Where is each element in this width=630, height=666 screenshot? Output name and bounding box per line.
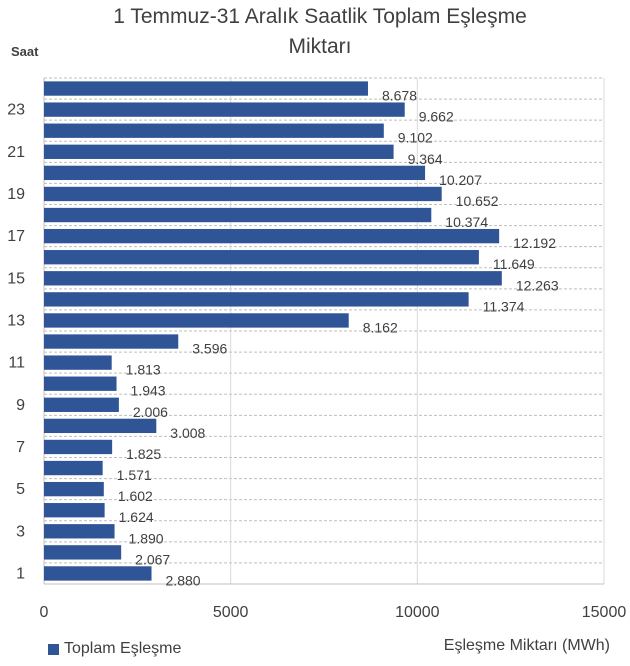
legend-label: Toplam Eşleşme — [64, 640, 182, 657]
bar-hour-7 — [44, 439, 113, 455]
bar-hour-23 — [44, 102, 405, 117]
data-label: 10.374 — [445, 214, 488, 230]
y-tick-label: 11 — [8, 355, 25, 372]
y-tick-label: 15 — [7, 270, 25, 287]
data-label: 11.374 — [483, 298, 525, 314]
bar-hour-17 — [44, 228, 500, 244]
data-label: 2.880 — [166, 572, 201, 588]
bar-hour-8 — [44, 418, 157, 434]
bar-hour-5 — [44, 481, 104, 497]
bar-hour-14 — [44, 292, 469, 307]
data-label: 1.890 — [129, 530, 164, 546]
bar-hour-15 — [44, 271, 502, 286]
y-tick-label: 19 — [7, 186, 25, 203]
bar-hour-6 — [44, 460, 103, 476]
data-label: 1.943 — [131, 383, 166, 399]
data-label: 3.596 — [192, 341, 227, 357]
data-label: 10.652 — [456, 193, 499, 209]
x-tick-label: 10000 — [395, 604, 440, 621]
bar-hour-21 — [44, 144, 394, 159]
y-tick-label: 23 — [7, 102, 25, 119]
data-label: 1.813 — [126, 362, 161, 378]
data-label: 2.067 — [135, 551, 170, 567]
bar-hour-4 — [44, 503, 105, 518]
chart-title-line-1: 1 Temmuz-31 Aralık Saatlik Toplam Eşleşm… — [113, 5, 527, 28]
y-tick-label: 7 — [16, 439, 25, 456]
y-tick-label: 3 — [16, 523, 25, 540]
y-tick-label: 13 — [7, 312, 25, 329]
data-label: 9.662 — [419, 109, 454, 125]
bar-hour-19 — [44, 186, 442, 202]
y-tick-label: 5 — [16, 481, 25, 498]
bar-hour-11 — [44, 355, 112, 370]
data-label: 2.006 — [133, 404, 168, 420]
bar-hour-20 — [44, 165, 426, 181]
y-axis-label: Saat — [11, 44, 39, 59]
data-label: 11.649 — [493, 256, 535, 272]
bar-hour-24 — [44, 81, 368, 96]
bar-hour-16 — [44, 250, 479, 265]
x-tick-label: 0 — [40, 604, 49, 621]
data-label: 1.624 — [119, 509, 154, 525]
data-label: 10.207 — [439, 172, 482, 188]
bar-hour-1 — [44, 566, 152, 581]
y-tick-label: 21 — [7, 144, 25, 161]
data-label: 3.008 — [170, 425, 205, 441]
data-label: 8.162 — [363, 319, 398, 335]
bar-hour-9 — [44, 397, 119, 412]
data-label: 9.102 — [398, 130, 433, 146]
bar-hour-13 — [44, 313, 349, 328]
data-label: 8.678 — [382, 88, 417, 104]
data-label: 12.192 — [513, 235, 556, 251]
bar-hour-10 — [44, 376, 117, 391]
chart-title-line-2: Miktarı — [288, 35, 352, 58]
data-label: 12.263 — [516, 277, 559, 293]
y-tick-label: 1 — [16, 565, 25, 582]
data-label: 1.571 — [117, 467, 152, 483]
x-tick-label: 15000 — [582, 604, 627, 621]
bar-hour-2 — [44, 545, 122, 560]
bar-hour-18 — [44, 207, 432, 223]
bar-hour-22 — [44, 123, 384, 138]
y-tick-label: 9 — [16, 397, 25, 414]
legend: Toplam Eşleşme — [48, 640, 181, 658]
bar-hour-3 — [44, 524, 115, 539]
y-tick-label: 17 — [7, 228, 25, 245]
data-label: 1.602 — [118, 488, 153, 504]
data-label: 1.825 — [126, 446, 161, 462]
x-tick-label: 5000 — [213, 604, 249, 621]
bar-hour-12 — [44, 334, 179, 349]
x-axis-label: Eşleşme Miktarı (MWh) — [443, 637, 610, 654]
data-label: 9.364 — [408, 151, 443, 167]
legend-swatch — [48, 643, 59, 655]
